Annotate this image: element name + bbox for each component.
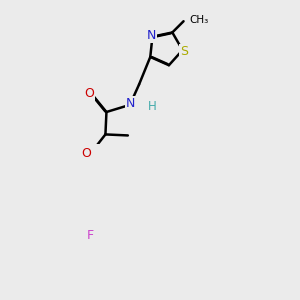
Text: O: O <box>81 147 91 160</box>
Text: CH₃: CH₃ <box>189 15 208 25</box>
Text: H: H <box>148 100 156 113</box>
Text: S: S <box>180 45 188 58</box>
Text: O: O <box>84 86 94 100</box>
Text: F: F <box>87 229 94 242</box>
Text: N: N <box>147 28 156 42</box>
Text: N: N <box>126 97 135 110</box>
